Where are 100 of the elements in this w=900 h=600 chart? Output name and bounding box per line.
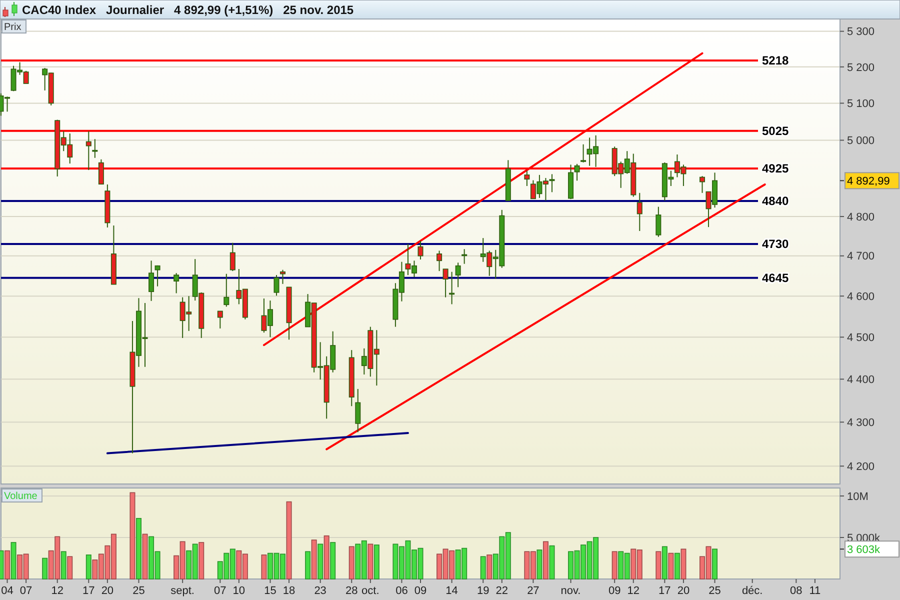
- x-tick-label: 07: [214, 585, 226, 597]
- x-tick-label: nov.: [560, 585, 581, 597]
- bar: [612, 551, 618, 580]
- y-tick-label: 4 600: [847, 290, 875, 303]
- bar: [311, 540, 317, 580]
- bar: [136, 518, 142, 580]
- bar: [286, 501, 292, 580]
- bar: [674, 552, 680, 580]
- y-tick-label: 5 000: [847, 135, 875, 148]
- x-tick-label: 22: [496, 585, 508, 597]
- x-tick-label: 18: [282, 585, 296, 597]
- x-tick-label: 08: [790, 585, 802, 597]
- text: 4 892,99: [847, 176, 890, 188]
- bar: [662, 546, 668, 580]
- bar: [4, 550, 10, 580]
- candlestick: [224, 273, 230, 308]
- x-tick-label: 09: [608, 585, 621, 597]
- x-tick-label: 07: [20, 585, 32, 597]
- x-tick-label: 04: [1, 585, 14, 597]
- candlestick: [355, 388, 361, 433]
- candlestick: [636, 192, 642, 232]
- ref-line-label: 4645: [762, 271, 790, 286]
- y-axis-title: Volume: [4, 491, 38, 502]
- x-tick-label: 25: [132, 585, 145, 597]
- x-tick-label: oct.: [362, 585, 380, 597]
- candlestick: [230, 242, 236, 272]
- candlestick: [656, 206, 662, 238]
- bar: [680, 548, 686, 580]
- candlestick: [98, 158, 104, 185]
- ref-line-label: 5025: [762, 124, 790, 138]
- y-tick-label: 4 300: [847, 416, 875, 429]
- y-tick-label: 4 800: [847, 211, 875, 224]
- bar: [318, 544, 324, 580]
- x-tick-label: 14: [446, 585, 458, 597]
- candlestick: [154, 264, 160, 287]
- candlestick: [436, 250, 442, 272]
- bar: [324, 535, 330, 580]
- bar: [198, 542, 204, 580]
- bar: [542, 541, 548, 580]
- bar: [712, 548, 718, 580]
- x-tick-label: 06: [396, 585, 408, 597]
- x-tick-label: 23: [314, 585, 326, 597]
- candlestick: [442, 268, 448, 298]
- candlestick: [580, 144, 586, 163]
- y-tick-label: 10M: [847, 490, 868, 503]
- bar: [142, 534, 148, 580]
- y-tick-label: 4 500: [847, 332, 875, 344]
- ref-line-label: 4840: [762, 194, 790, 208]
- candlestick: [217, 310, 223, 329]
- candlestick: [274, 274, 280, 296]
- x-tick-label: 20: [101, 585, 114, 597]
- y-tick-label: 4 200: [847, 460, 875, 473]
- chart-title: CAC40 Index Journalier 4 892,99 (+1,51%) 25 nov. 2015: [22, 3, 354, 17]
- bar: [261, 554, 267, 580]
- bar: [480, 556, 486, 580]
- candlestick: [86, 130, 92, 170]
- x-tick-label: 15: [264, 585, 276, 597]
- x-tick-label: 10: [232, 585, 246, 597]
- bar: [305, 551, 311, 580]
- x-tick-label: déc.: [742, 585, 763, 597]
- bar: [348, 546, 354, 580]
- x-tick-label: 25: [708, 585, 721, 597]
- ref-line-label: 4925: [762, 162, 790, 176]
- bar: [668, 552, 674, 580]
- bar: [330, 542, 336, 580]
- x-tick-label: 17: [658, 585, 671, 597]
- candlestick: [418, 240, 424, 260]
- candlestick: [280, 269, 286, 284]
- bar: [86, 554, 92, 580]
- candlestick: [174, 272, 180, 294]
- y-tick-label: 4 400: [847, 374, 875, 386]
- y-tick-label: 5 100: [847, 98, 875, 110]
- x-tick-label: 11: [809, 585, 821, 597]
- bar: [374, 544, 380, 580]
- ref-line-label: 4730: [762, 237, 790, 252]
- candlestick: [524, 170, 530, 187]
- bar: [536, 550, 542, 580]
- bar: [42, 558, 48, 580]
- x-tick-label: sept.: [170, 585, 195, 597]
- bar: [656, 551, 662, 580]
- bar: [549, 545, 555, 580]
- x-tick-label: 19: [476, 585, 490, 597]
- bar: [67, 556, 73, 580]
- bar: [60, 551, 66, 580]
- y-tick-label: 5 300: [847, 26, 875, 38]
- x-tick-label: 28: [346, 585, 358, 597]
- x-tick-label: 12: [627, 585, 640, 597]
- x-tick-label: 20: [677, 585, 690, 597]
- y-tick-label: 5 200: [847, 62, 875, 74]
- bar: [10, 542, 16, 580]
- bar: [486, 554, 492, 580]
- candlestick: [455, 262, 461, 288]
- bar: [130, 492, 136, 580]
- candlestick: [700, 176, 705, 194]
- x-tick-label: 27: [527, 585, 540, 597]
- x-tick-label: 09: [414, 585, 427, 597]
- x-tick-label: 17: [82, 585, 95, 597]
- y-axis-title: Prix: [4, 22, 22, 33]
- candlestick: [148, 260, 154, 302]
- bar: [368, 544, 374, 580]
